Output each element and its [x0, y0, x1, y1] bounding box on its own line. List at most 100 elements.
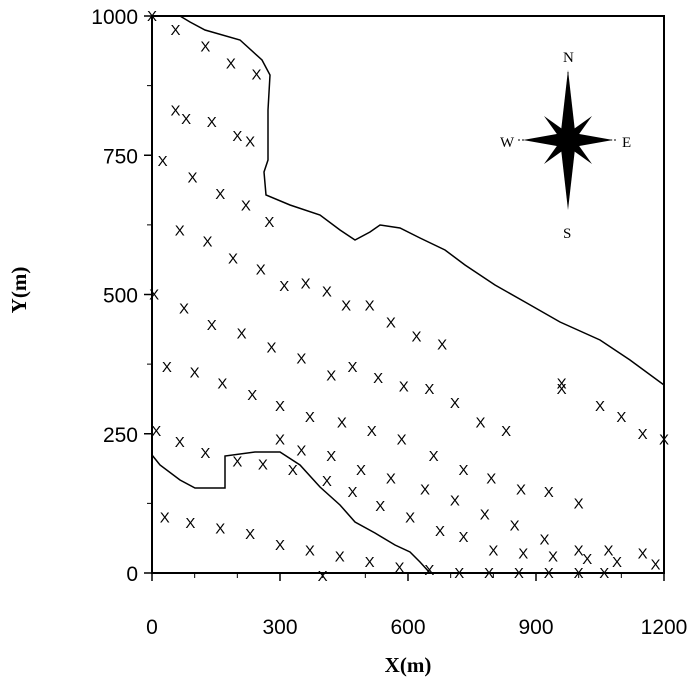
sample-point-marker: X [604, 543, 614, 560]
sample-point-marker: X [326, 367, 336, 384]
y-tick-label: 500 [103, 285, 138, 308]
sample-point-marker: X [650, 557, 660, 574]
sample-point-marker: X [557, 381, 567, 398]
x-axis: 0 300 600 900 1200 [146, 573, 687, 639]
sample-point-marker: X [424, 381, 434, 398]
sample-point-marker: X [275, 431, 285, 448]
sample-point-marker: X [188, 170, 198, 187]
sample-point-marker: X [612, 554, 622, 571]
sample-point-marker: X [322, 473, 332, 490]
sample-point-marker: X [181, 111, 191, 128]
y-tick-label: 1000 [91, 6, 138, 29]
sample-point-marker: X [175, 222, 185, 239]
sample-point-marker: X [322, 284, 332, 301]
sample-point-marker: X [367, 423, 377, 440]
sample-point-marker: X [279, 278, 289, 295]
y-axis: 0 250 500 750 1000 [91, 6, 152, 586]
sample-point-marker: X [574, 543, 584, 560]
y-axis-title: Y(m) [7, 267, 31, 314]
compass-east-label: E [622, 135, 631, 151]
sample-point-marker: X [200, 39, 210, 56]
sample-point-marker: X [514, 565, 524, 582]
sample-point-marker: X [486, 470, 496, 487]
sample-point-marker: X [175, 434, 185, 451]
y-tick-label: 250 [103, 424, 138, 447]
sample-point-marker: X [386, 470, 396, 487]
sample-point-marker: X [237, 325, 247, 342]
sample-point-marker: X [305, 409, 315, 426]
sample-point-marker: X [200, 445, 210, 462]
compass-west-label: W [500, 135, 515, 151]
sample-point-marker: X [616, 409, 626, 426]
sample-point-marker: X [151, 423, 161, 440]
sample-point-marker: X [185, 515, 195, 532]
sample-point-marker: X [252, 66, 262, 83]
sample-point-marker: X [476, 415, 486, 432]
sample-point-marker: X [557, 376, 567, 393]
x-tick-label: 900 [518, 616, 553, 639]
sample-point-marker: X [582, 551, 592, 568]
sample-point-marker: X [215, 186, 225, 203]
sample-point-marker: X [337, 415, 347, 432]
sample-point-marker: X [386, 314, 396, 331]
sample-point-marker: X [158, 153, 168, 170]
sample-point-marker: X [501, 423, 511, 440]
y-tick-label: 750 [103, 145, 138, 168]
sample-point-marker: X [245, 133, 255, 150]
sample-point-marker: X [207, 317, 217, 334]
sample-point-marker: X [659, 431, 669, 448]
sample-point-marker: X [275, 398, 285, 415]
sample-point-marker: X [450, 493, 460, 510]
sample-point-marker: X [305, 543, 315, 560]
sample-point-marker: X [301, 275, 311, 292]
compass-rose-icon: N E S W [500, 50, 631, 242]
sample-point-marker: X [256, 261, 266, 278]
sample-point-marker: X [595, 398, 605, 415]
sample-point-marker: X [245, 526, 255, 543]
sample-point-marker: X [356, 462, 366, 479]
sample-point-marker: X [544, 565, 554, 582]
sample-point-marker: X [375, 498, 385, 515]
sample-point-marker: X [518, 546, 528, 563]
sample-point-marker: X [318, 568, 328, 585]
plot-frame [151, 15, 665, 574]
sample-point-marker: X [450, 395, 460, 412]
x-tick-label: 300 [262, 616, 297, 639]
x-tick-label: 0 [146, 616, 158, 639]
sample-point-marker: X [458, 529, 468, 546]
sample-point-marker: X [399, 378, 409, 395]
sample-point-marker: X [326, 448, 336, 465]
sample-point-marker: X [365, 298, 375, 315]
sample-point-marker: X [288, 462, 298, 479]
sample-point-marker: X [207, 114, 217, 131]
sample-point-marker: X [266, 339, 276, 356]
sample-point-marker: X [170, 103, 180, 120]
sample-point-marker: X [510, 518, 520, 535]
sample-point-marker: X [454, 565, 464, 582]
sample-point-marker: X [638, 426, 648, 443]
sample-point-marker: X [638, 546, 648, 563]
sample-point-marker: X [484, 565, 494, 582]
sample-point-marker: X [264, 214, 274, 231]
sample-point-marker: X [247, 387, 257, 404]
sample-point-marker: X [574, 495, 584, 512]
sample-point-marker: X [435, 523, 445, 540]
sample-point-marker: X [202, 234, 212, 251]
compass-north-label: N [563, 50, 574, 66]
x-tick-label: 600 [390, 616, 425, 639]
sample-point-marker: X [348, 359, 358, 376]
sample-point-marker: X [296, 351, 306, 368]
sample-point-marker: X [540, 532, 550, 549]
x-axis-title: X(m) [385, 653, 432, 677]
sample-point-marker: X [365, 554, 375, 571]
sample-point-marker: X [160, 509, 170, 526]
sample-point-marker: X [516, 481, 526, 498]
sample-point-marker: X [373, 370, 383, 387]
sample-point-marker: X [548, 548, 558, 565]
upper-boundary-line [179, 15, 665, 386]
sample-point-marker: X [217, 376, 227, 393]
sample-point-marker: X [149, 287, 159, 304]
sample-point-marker: X [574, 565, 584, 582]
